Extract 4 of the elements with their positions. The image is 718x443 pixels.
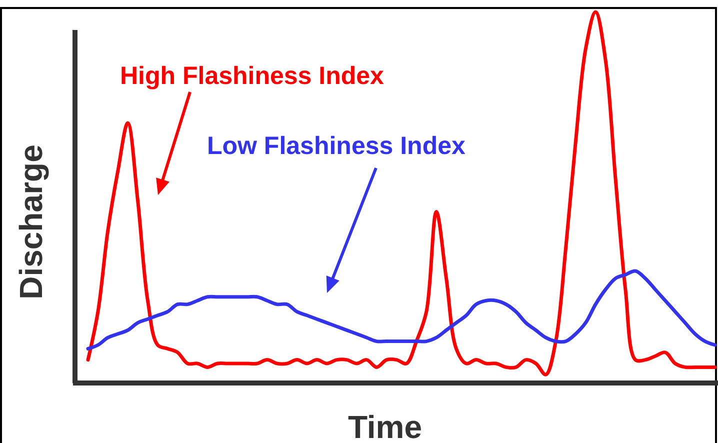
text: Low Flashiness Index (207, 132, 466, 160)
x-axis-title: Time (348, 409, 422, 443)
series-label: High Flashiness Index (120, 62, 384, 90)
y-axis-title: Discharge (13, 144, 49, 300)
